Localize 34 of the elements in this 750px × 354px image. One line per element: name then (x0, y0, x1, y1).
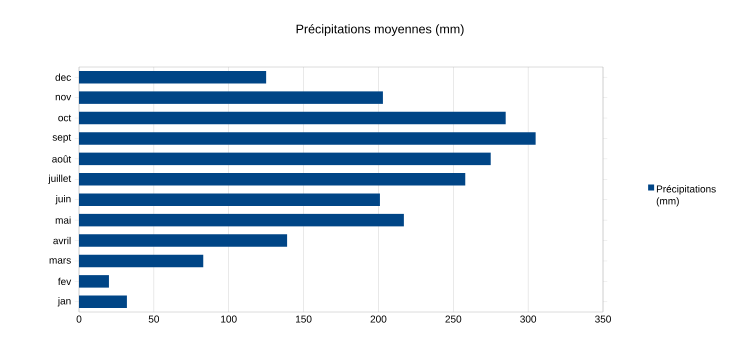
bar (79, 234, 288, 247)
legend-label: Précipitations (mm) (656, 185, 716, 207)
bar (79, 193, 380, 206)
y-tick-label: dec (56, 74, 71, 81)
x-tick-label: 200 (370, 316, 386, 323)
bar (79, 70, 266, 84)
x-tick-label: 100 (221, 316, 237, 323)
y-tick-label: fev (58, 278, 72, 286)
x-tick-label: 250 (445, 316, 462, 323)
bar (79, 173, 466, 186)
y-tick-label: août (52, 155, 72, 163)
y-tick-label: juillet (48, 174, 72, 184)
bar (79, 275, 109, 288)
y-tick-label: avril (53, 236, 71, 244)
x-tick-label: 350 (595, 316, 611, 323)
y-tick-label: mars (50, 258, 71, 264)
y-tick-label: oct (58, 114, 72, 122)
y-tick-label: mai (56, 216, 71, 224)
bar (79, 296, 127, 308)
x-tick-label: 50 (148, 316, 160, 323)
bar (79, 152, 491, 166)
bar (79, 214, 404, 226)
bar (79, 91, 383, 104)
bar (79, 112, 506, 124)
bar (79, 132, 536, 145)
bar (79, 254, 204, 268)
y-tick-label: nov (56, 94, 72, 100)
y-tick-label: juin (55, 195, 71, 204)
chart-title: Précipitations moyennes (mm) (296, 24, 464, 36)
x-tick-label: 300 (520, 316, 536, 323)
x-tick-label: 0 (76, 316, 82, 323)
y-tick-label: sept (52, 134, 72, 143)
y-tick-label: jan (58, 297, 71, 306)
x-tick-label: 150 (296, 316, 312, 323)
